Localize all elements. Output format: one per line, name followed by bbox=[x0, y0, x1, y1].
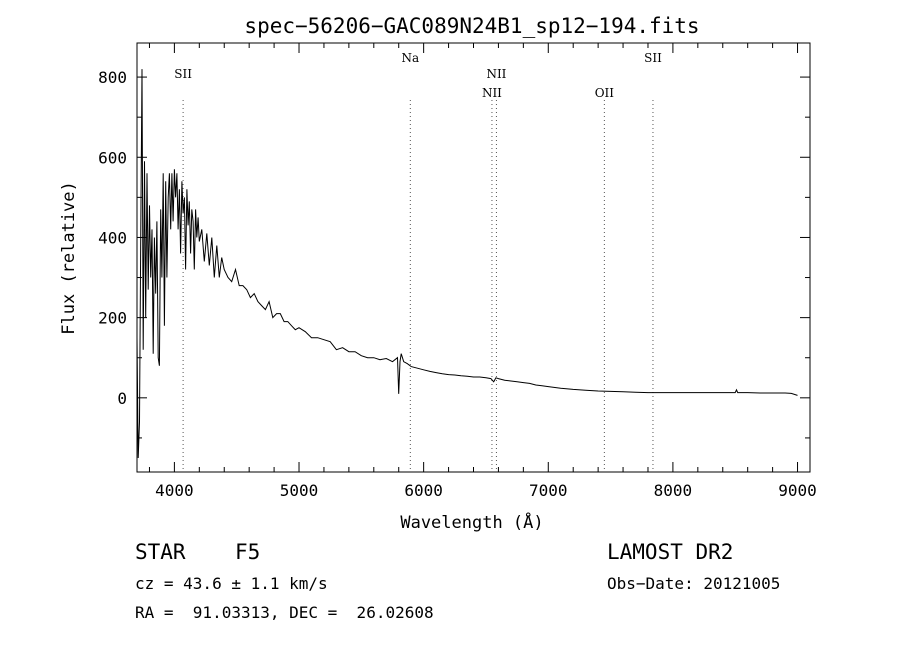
y-tick-label: 400 bbox=[98, 228, 127, 247]
feature-label-sii: SII bbox=[644, 51, 662, 65]
x-tick-label: 5000 bbox=[280, 481, 319, 500]
feature-label-oii: OII bbox=[595, 86, 615, 100]
y-tick-label: 0 bbox=[117, 389, 127, 408]
x-tick-label: 8000 bbox=[654, 481, 693, 500]
y-axis-label: Flux (relative) bbox=[59, 181, 79, 335]
y-tick-label: 600 bbox=[98, 148, 127, 167]
survey-name: LAMOST DR2 bbox=[607, 540, 734, 564]
feature-label-sii: SII bbox=[174, 67, 192, 81]
x-axis-label: Wavelength (Å) bbox=[400, 511, 543, 533]
feature-label-nii: NII bbox=[482, 86, 502, 100]
x-tick-label: 6000 bbox=[404, 481, 443, 500]
observation-date: Obs−Date: 20121005 bbox=[607, 574, 781, 593]
object-subclass: F5 bbox=[235, 540, 261, 564]
x-tick-label: 9000 bbox=[778, 481, 817, 500]
x-tick-label: 7000 bbox=[529, 481, 568, 500]
spectrum-line bbox=[136, 69, 798, 459]
coordinates: RA = 91.03313, DEC = 26.02608 bbox=[135, 603, 434, 622]
plot-frame bbox=[136, 42, 811, 473]
object-class: STAR bbox=[135, 540, 186, 564]
y-tick-label: 200 bbox=[98, 309, 127, 328]
redshift-value: cz = 43.6 ± 1.1 km/s bbox=[135, 574, 328, 593]
feature-label-nii: NII bbox=[486, 67, 506, 81]
feature-label-na: Na bbox=[401, 51, 419, 65]
x-tick-label: 4000 bbox=[155, 481, 194, 500]
chart-title: spec−56206−GAC089N24B1_sp12−194.fits bbox=[244, 14, 699, 38]
y-tick-label: 800 bbox=[98, 68, 127, 87]
